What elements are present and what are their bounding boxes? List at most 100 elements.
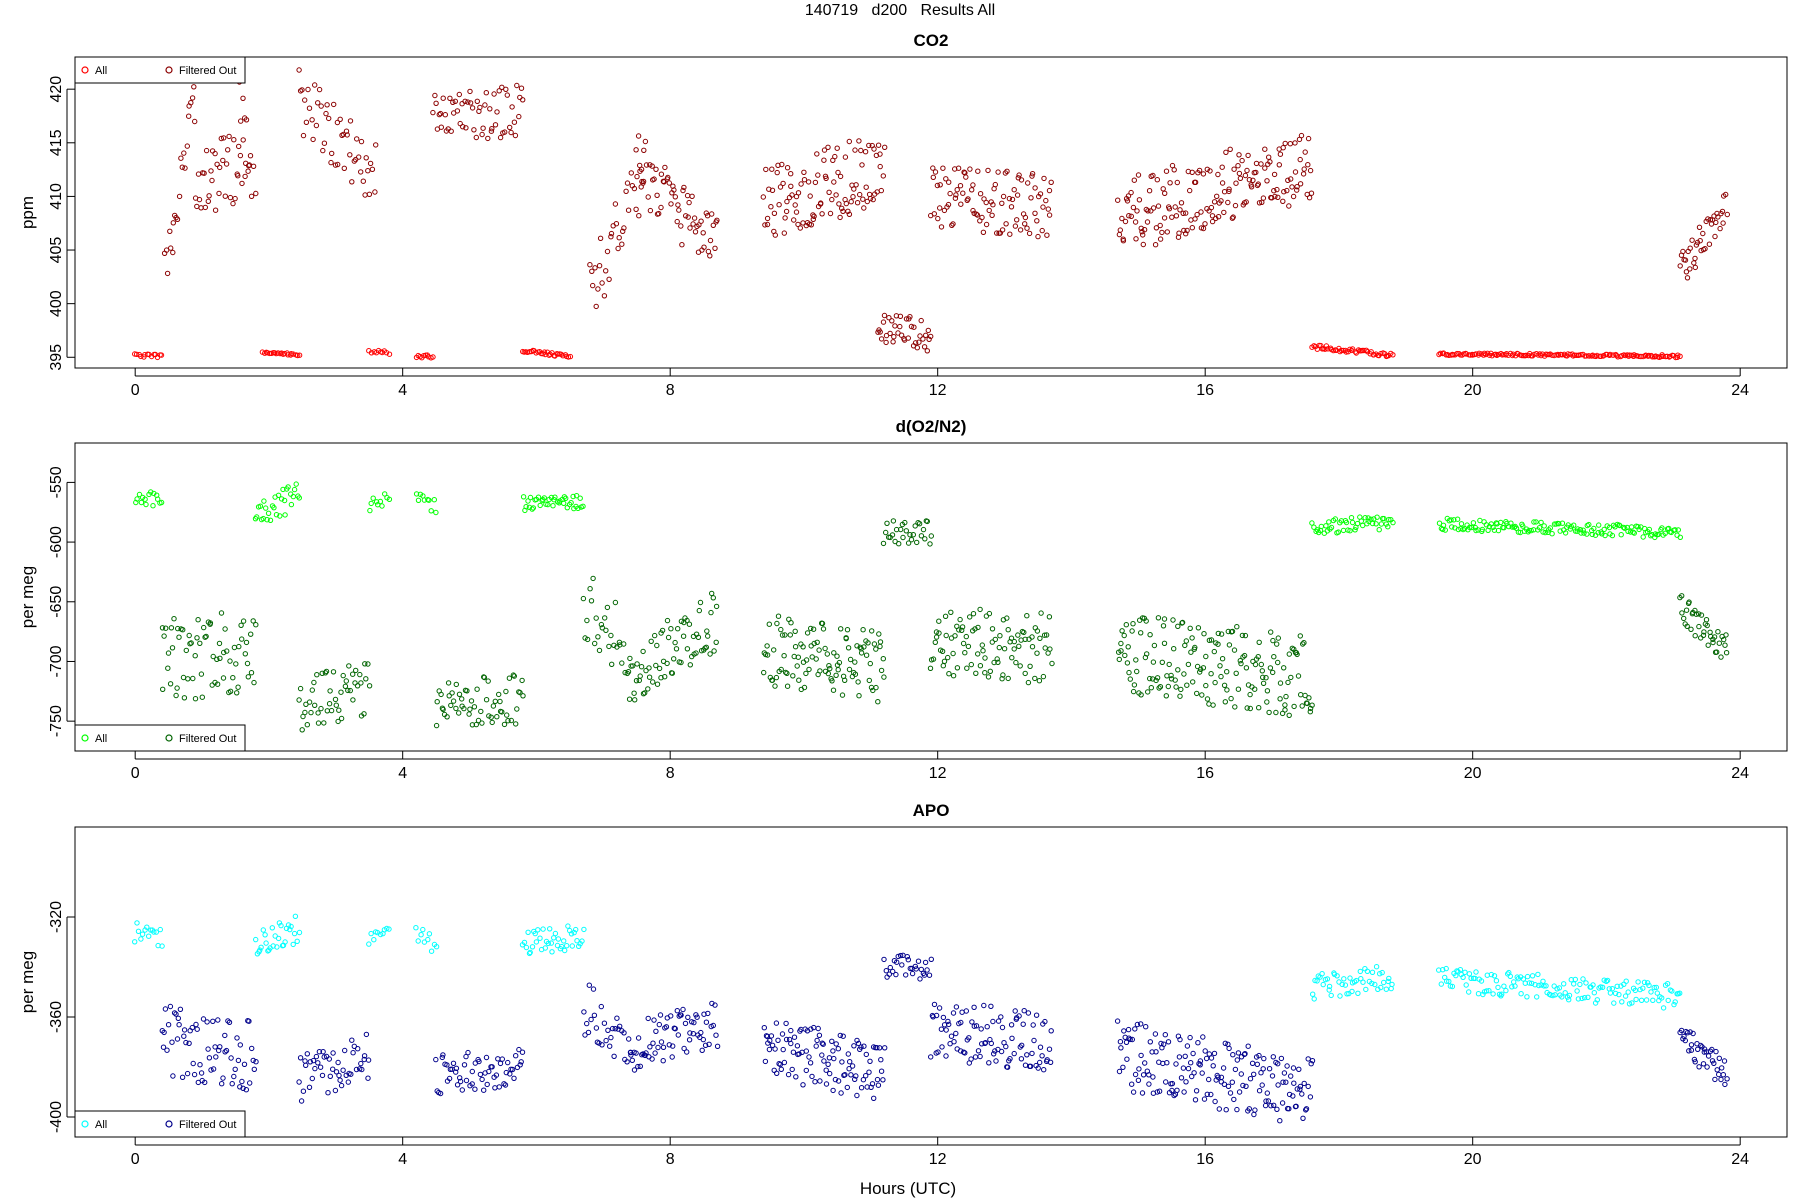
data-point-filtered-out (936, 618, 942, 624)
data-point-filtered-out (1209, 218, 1216, 225)
data-point-filtered-out (1129, 628, 1135, 634)
data-point-filtered-out (922, 959, 929, 966)
data-point-filtered-out (326, 701, 333, 707)
data-point-filtered-out (320, 1049, 326, 1055)
data-point-filtered-out (467, 706, 473, 712)
data-point-filtered-out (631, 185, 638, 192)
data-point-filtered-out (628, 170, 634, 176)
legend-marker (165, 1120, 173, 1128)
data-point-filtered-out (1717, 225, 1723, 232)
data-point-filtered-out (656, 665, 663, 672)
data-point-filtered-out (643, 1050, 649, 1056)
data-point-filtered-out (933, 629, 940, 635)
data-point-filtered-out (836, 659, 843, 666)
data-point-all (254, 514, 260, 520)
data-point-filtered-out (851, 186, 857, 192)
data-point-filtered-out (1277, 151, 1284, 157)
data-point-filtered-out (781, 1059, 788, 1066)
data-point-filtered-out (1712, 1076, 1718, 1083)
data-point-all (1581, 995, 1588, 1001)
data-point-filtered-out (1721, 636, 1727, 643)
data-point-all (136, 491, 143, 498)
data-point-filtered-out (1116, 1068, 1123, 1075)
data-point-all (581, 926, 587, 933)
data-point-filtered-out (1115, 197, 1121, 203)
data-point-filtered-out (1169, 1087, 1175, 1094)
data-point-filtered-out (1117, 227, 1124, 233)
x-tick-label: 0 (131, 765, 140, 782)
data-point-all (1660, 353, 1666, 359)
data-point-all (1604, 977, 1611, 984)
data-point-all (1529, 973, 1536, 979)
data-point-filtered-out (180, 674, 187, 681)
data-point-filtered-out (620, 228, 626, 235)
data-point-all (1326, 519, 1332, 525)
data-point-filtered-out (702, 1042, 709, 1049)
data-point-all (540, 926, 546, 932)
x-tick-label: 24 (1731, 1151, 1749, 1168)
data-point-filtered-out (433, 1056, 439, 1063)
data-point-filtered-out (354, 136, 360, 142)
data-point-filtered-out (1206, 1051, 1213, 1057)
data-point-all (1442, 527, 1449, 533)
data-point-filtered-out (662, 164, 668, 171)
data-point-filtered-out (245, 674, 252, 680)
data-point-filtered-out (308, 709, 314, 716)
data-point-filtered-out (940, 165, 946, 171)
data-point-filtered-out (1128, 213, 1135, 220)
data-point-filtered-out (315, 720, 322, 726)
x-tick-label: 24 (1731, 382, 1749, 399)
data-point-filtered-out (335, 161, 341, 168)
data-point-filtered-out (226, 1019, 233, 1025)
data-point-filtered-out (1198, 209, 1204, 215)
data-point-filtered-out (1289, 184, 1295, 190)
data-point-all (1496, 991, 1503, 997)
data-point-all (157, 926, 164, 933)
data-point-filtered-out (1025, 180, 1031, 186)
data-point-filtered-out (867, 195, 874, 202)
data-point-filtered-out (302, 709, 308, 716)
data-point-filtered-out (1722, 642, 1728, 648)
data-point-filtered-out (1125, 1026, 1132, 1033)
data-point-filtered-out (641, 147, 647, 154)
data-point-filtered-out (930, 656, 937, 662)
data-point-all (1437, 350, 1444, 356)
data-point-filtered-out (1307, 1094, 1314, 1100)
data-point-filtered-out (873, 684, 879, 691)
data-point-filtered-out (863, 1051, 869, 1058)
data-point-filtered-out (844, 627, 851, 633)
data-point-filtered-out (1011, 187, 1017, 193)
data-point-filtered-out (636, 677, 642, 684)
data-point-filtered-out (239, 1078, 245, 1085)
data-point-filtered-out (671, 187, 677, 193)
data-point-filtered-out (196, 196, 203, 203)
data-point-filtered-out (1716, 1071, 1722, 1078)
data-point-filtered-out (1017, 227, 1024, 233)
data-point-filtered-out (959, 624, 966, 630)
data-point-filtered-out (218, 135, 225, 142)
data-point-filtered-out (461, 705, 467, 712)
data-point-filtered-out (212, 207, 219, 213)
data-point-all (1533, 519, 1539, 525)
data-point-filtered-out (1039, 227, 1045, 234)
data-point-filtered-out (820, 626, 827, 632)
data-point-filtered-out (965, 196, 971, 202)
data-point-filtered-out (332, 1087, 339, 1094)
data-point-filtered-out (938, 224, 945, 230)
data-point-filtered-out (910, 532, 916, 538)
data-point-filtered-out (769, 166, 775, 172)
data-point-filtered-out (606, 276, 612, 282)
data-point-filtered-out (608, 234, 614, 240)
data-point-all (377, 931, 384, 938)
data-point-filtered-out (1179, 619, 1186, 626)
data-point-filtered-out (886, 315, 892, 321)
data-point-filtered-out (1026, 230, 1033, 237)
data-point-filtered-out (333, 1069, 340, 1075)
data-point-all (1383, 986, 1390, 992)
data-point-filtered-out (1124, 198, 1131, 204)
data-point-filtered-out (1295, 673, 1302, 679)
data-point-filtered-out (367, 160, 374, 167)
data-point-all (1669, 988, 1675, 994)
data-point-filtered-out (983, 199, 989, 206)
data-point-filtered-out (1151, 642, 1158, 649)
